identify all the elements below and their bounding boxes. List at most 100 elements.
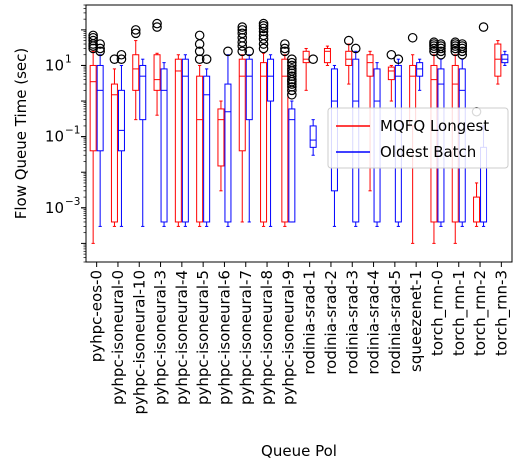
outlier-point [457, 46, 468, 57]
box-oldest-batch-pyhpc-eos-0 [95, 39, 105, 227]
outlier-point [407, 32, 418, 43]
box-mqfq-longest-pyhpc-isoneural-7 [237, 22, 248, 223]
y-tick-label: 10 [45, 128, 64, 146]
y-tick-exponent: −3 [65, 196, 80, 208]
plot-area-frame [85, 4, 513, 263]
outlier-point [386, 49, 397, 60]
box-mqfq-longest-pyhpc-isoneural-3 [152, 18, 162, 116]
outlier-point [280, 46, 290, 57]
x-axis-ticks: pyhpc-eos-0 pyhpc-isoneural-0 pyhpc-isoneu… [88, 262, 511, 415]
x-tick-label: pyhpc-isoneural-5 [194, 270, 212, 405]
legend: MQFQ Longest Oldest Batch [327, 107, 509, 169]
box-oldest-batch-pyhpc-isoneural-4 [181, 54, 189, 227]
box-oldest-batch-pyhpc-isoneural-9 [287, 54, 297, 223]
box-oldest-batch-pyhpc-isoneural-10 [139, 58, 147, 227]
box-mqfq-longest-pyhpc-isoneural-4 [174, 54, 182, 227]
y-tick-exponent: −1 [65, 125, 80, 137]
box-iqr [203, 75, 211, 223]
outlier-point [258, 34, 269, 44]
box-mqfq-longest-rodinia-srad-3 [343, 35, 354, 85]
outlier-point [258, 43, 269, 54]
box-iqr [196, 75, 204, 223]
box-iqr [96, 64, 104, 152]
x-tick-label: pyhpc-isoneural-7 [237, 270, 255, 405]
box-mqfq-longest-pyhpc-isoneural-0 [109, 54, 120, 227]
x-tick-label: torch_rnn-0 [428, 270, 447, 356]
outlier-point [130, 28, 141, 39]
outlier-point [308, 54, 318, 64]
box-mqfq-longest-pyhpc-isoneural-6 [217, 100, 225, 192]
outlier-point [116, 49, 127, 60]
box-oldest-batch-pyhpc-isoneural-6 [223, 46, 233, 227]
outlier-point [287, 54, 297, 64]
box-iqr [281, 58, 289, 223]
box-iqr [153, 54, 161, 91]
outlier-point [280, 39, 290, 49]
outlier-point [109, 54, 120, 64]
outlier-point [152, 18, 162, 29]
box-iqr [267, 58, 275, 102]
box-mqfq-longest-pyhpc-isoneural-9 [280, 39, 290, 227]
outlier-point [436, 39, 446, 49]
outlier-point [88, 32, 98, 43]
outlier-point [478, 22, 489, 32]
box-iqr [117, 89, 125, 152]
box-mqfq-longest-pyhpc-isoneural-5 [194, 30, 205, 227]
box-oldest-batch-pyhpc-isoneural-8 [267, 54, 275, 227]
box-iqr [366, 54, 374, 77]
legend-frame [327, 107, 509, 169]
outlier-point [343, 35, 354, 46]
x-tick-label: torch_rnn-2 [471, 270, 490, 356]
x-tick-label: pyhpc-isoneural-8 [258, 270, 276, 405]
box-oldest-batch-pyhpc-isoneural-7 [244, 46, 255, 223]
y-tick-label: 10 [45, 56, 64, 74]
x-tick-label: pyhpc-isoneural-9 [279, 270, 297, 405]
outlier-point [436, 43, 446, 54]
legend-label-oldest-batch: Oldest Batch [380, 143, 476, 161]
box-iqr [260, 62, 268, 223]
outlier-point [350, 43, 361, 54]
box-iqr [181, 58, 189, 223]
outlier-point [237, 22, 248, 32]
x-tick-label: pyhpc-isoneural-0 [109, 270, 127, 405]
box-iqr [217, 108, 225, 167]
outlier-point [258, 18, 269, 29]
box-oldest-batch-pyhpc-isoneural-3 [160, 62, 168, 227]
outlier-point [237, 28, 248, 39]
box-iqr [323, 47, 331, 64]
outlier-point [95, 43, 105, 54]
x-tick-label: pyhpc-isoneural-4 [173, 270, 191, 405]
x-tick-label: rodinia-srad-2 [322, 270, 340, 375]
outlier-point [223, 46, 233, 57]
x-tick-label: pyhpc-isoneural-3 [152, 270, 170, 405]
x-tick-label: rodinia-srad-4 [365, 270, 383, 375]
box-iqr [160, 68, 168, 223]
outlier-point [237, 46, 248, 57]
outlier-point [287, 82, 297, 92]
outlier-point [201, 54, 212, 64]
box-mqfq-longest-pyhpc-isoneural-10 [130, 25, 141, 121]
box-iqr [387, 66, 395, 81]
outlier-point [393, 54, 404, 64]
box-oldest-batch-pyhpc-isoneural-0 [116, 49, 127, 227]
box-oldest-batch-pyhpc-isoneural-5 [201, 54, 212, 227]
outlier-point [95, 46, 105, 57]
outlier-point [130, 25, 141, 35]
outlier-point [287, 71, 297, 81]
outlier-point [287, 57, 297, 68]
x-tick-label: rodinia-srad-3 [343, 270, 361, 375]
box-mqfq-longest-rodinia-srad-1 [302, 47, 310, 91]
x-tick-label: pyhpc-isoneural-6 [215, 270, 233, 405]
y-tick-exponent: 1 [65, 53, 72, 65]
outlier-point [194, 30, 205, 41]
outlier-point [280, 43, 290, 54]
x-tick-label: squeezenet-1 [407, 270, 425, 372]
y-tick: 10 −3 [45, 196, 86, 217]
y-tick: 10 −1 [45, 125, 86, 146]
outlier-point [88, 30, 98, 41]
box-iqr [494, 43, 502, 77]
box-mqfq-longest-pyhpc-isoneural-8 [258, 18, 269, 227]
y-axis-label: Flow Queue Time (sec) [12, 48, 30, 220]
outlier-point [152, 22, 162, 32]
